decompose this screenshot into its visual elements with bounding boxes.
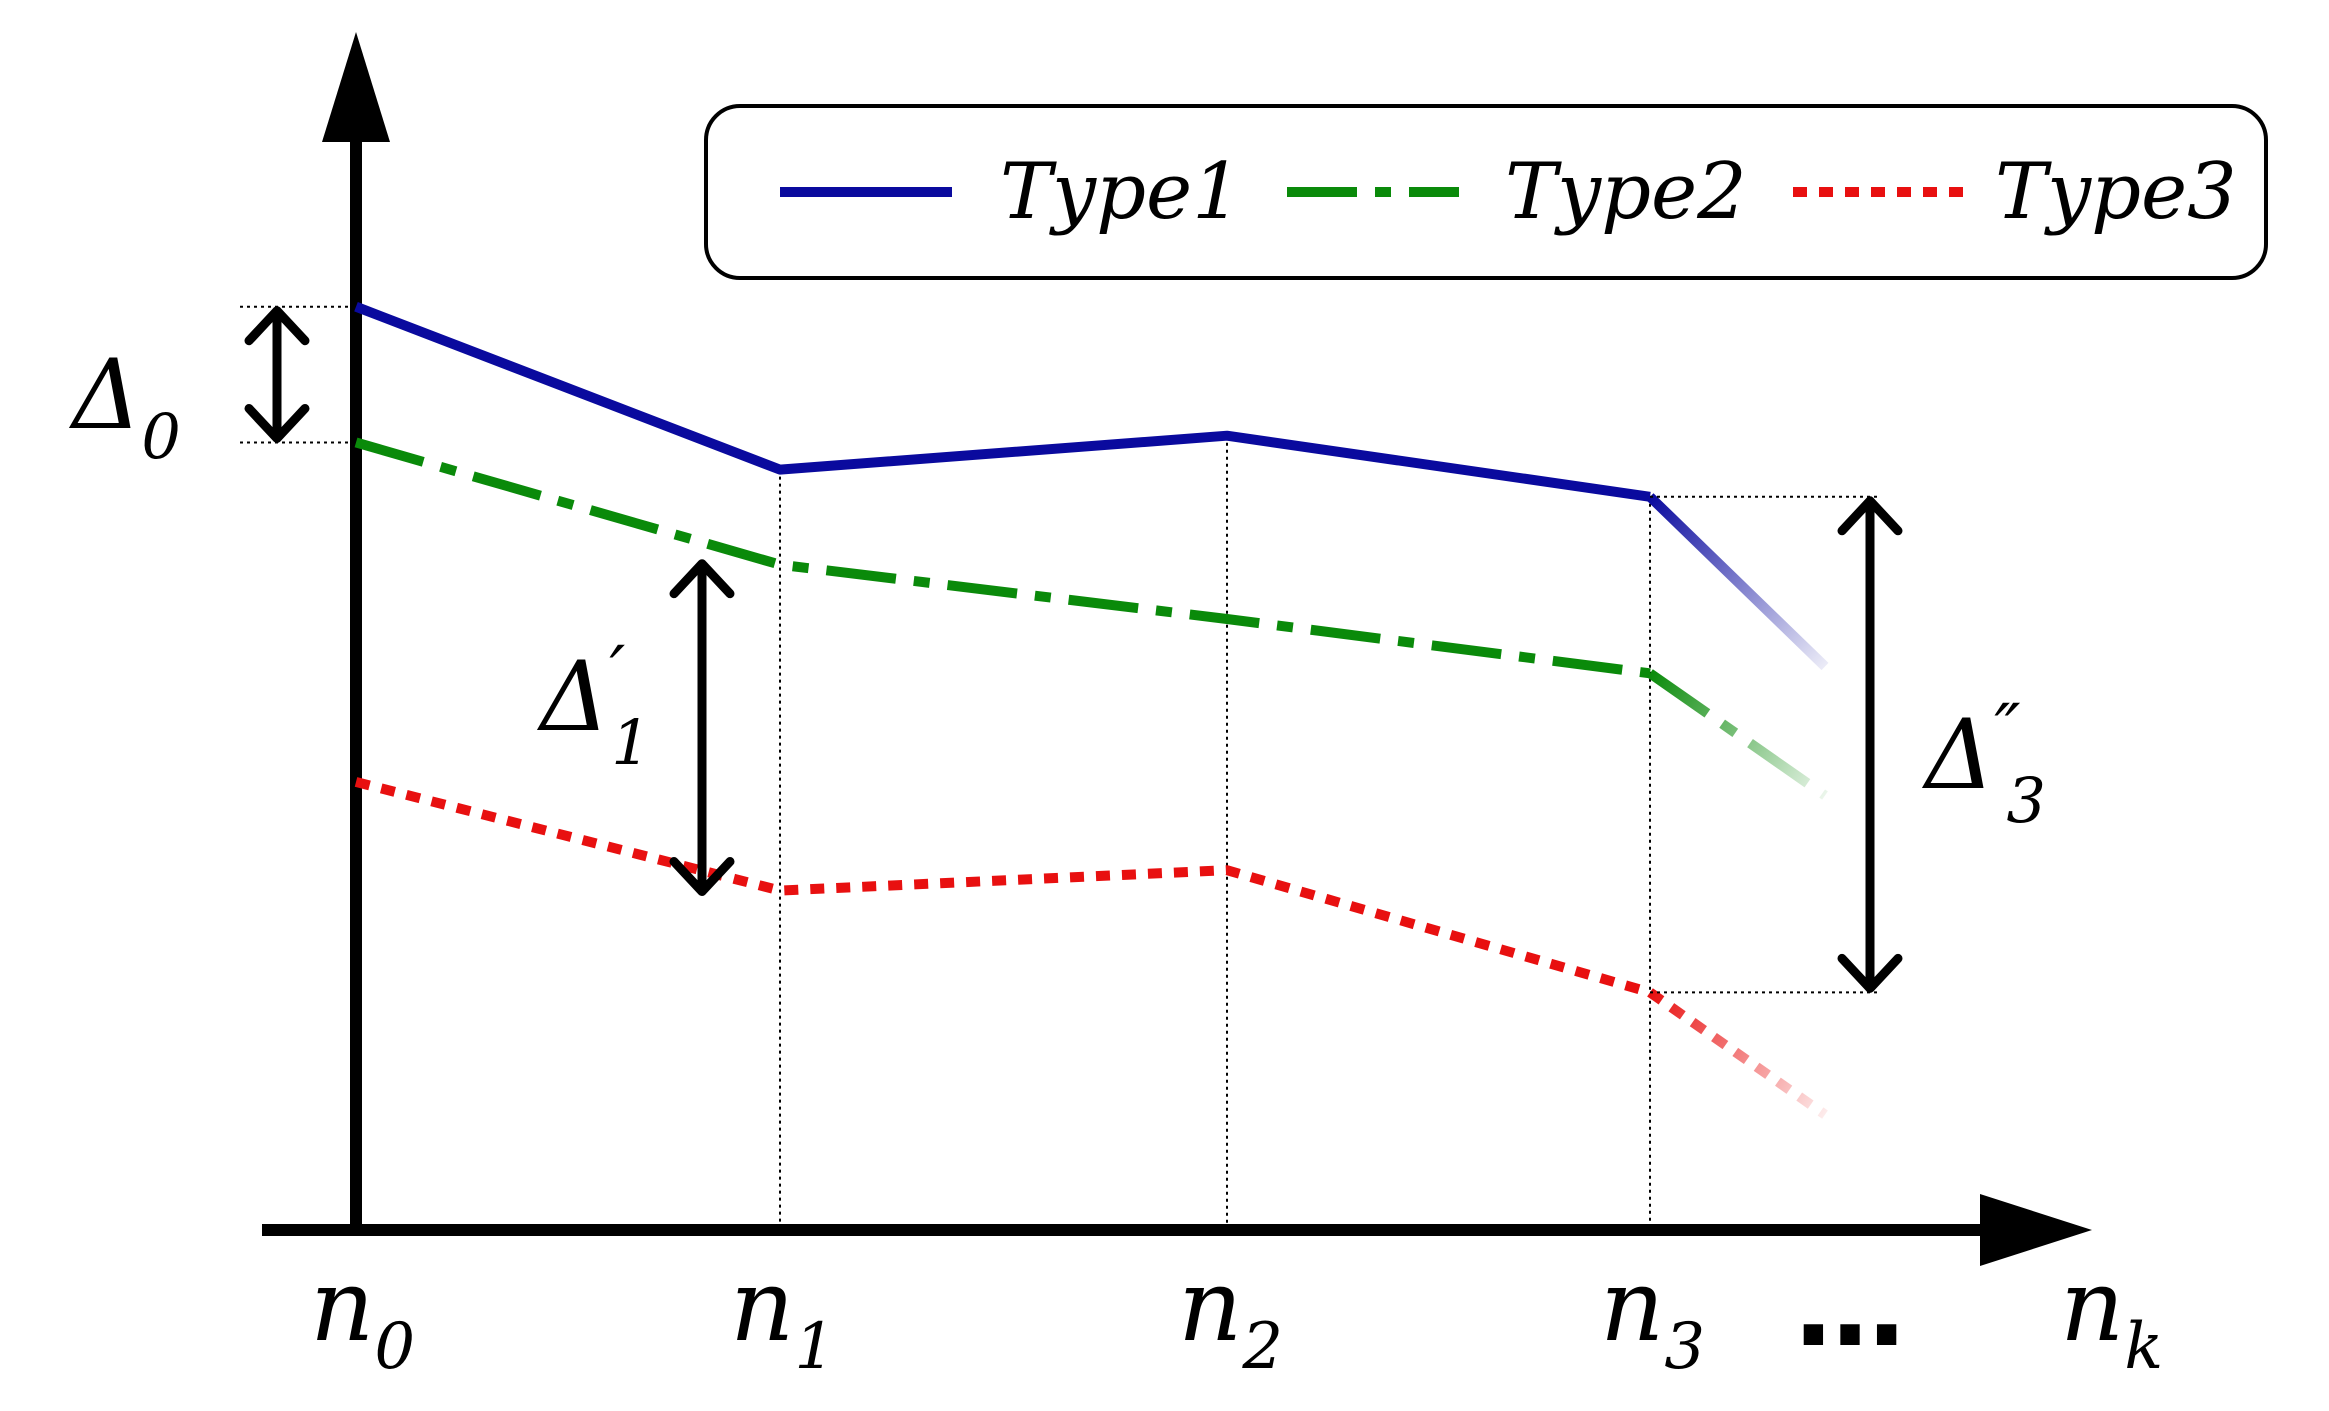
legend-label-type2: Type2 <box>1505 147 1747 237</box>
delta0-label: Δ0 <box>68 339 181 473</box>
delta-annotations: Δ0 Δ′ 1 Δ″ 3 <box>68 305 2046 994</box>
delta0-arrow-head-top <box>244 306 310 346</box>
delta3-label: Δ″ 3 <box>1921 689 2046 837</box>
x-tick-labels: n0 n1 n2 n3 nk … <box>310 1243 2163 1384</box>
series-tail-type2 <box>1647 669 1828 800</box>
x-axis-arrow <box>1980 1194 2092 1266</box>
legend: Type1 Type2 Type3 <box>704 104 2268 280</box>
series-tail-type3 <box>1647 988 1828 1119</box>
delta1-arrow-head-bottom <box>669 857 735 897</box>
legend-label-type3: Type3 <box>1995 147 2237 237</box>
delta3-arrow-head-bottom <box>1837 953 1903 993</box>
x-tick-nk: nk <box>2060 1247 2163 1384</box>
x-tick-ellipsis: … <box>1795 1243 1905 1371</box>
guide-lines <box>779 435 1651 1228</box>
series-lines <box>354 302 1829 1119</box>
delta1-label: Δ′ 1 <box>536 631 651 779</box>
series-tail-type1 <box>1646 493 1829 671</box>
x-tick-n3: n3 <box>1600 1247 1705 1384</box>
series-line-type2 <box>354 437 1651 679</box>
series-line-type1 <box>354 302 1651 502</box>
series-line-type3 <box>354 777 1652 998</box>
delta0-arrow-head-bottom <box>244 403 310 443</box>
x-tick-n1: n1 <box>730 1247 835 1384</box>
x-tick-n2: n2 <box>1178 1247 1283 1384</box>
legend-label-type1: Type1 <box>1000 147 1242 237</box>
legend-box <box>704 104 2268 280</box>
y-axis-arrow <box>322 32 390 142</box>
axes <box>262 32 2092 1266</box>
delta3-arrow-head-top <box>1837 496 1903 536</box>
delta1-arrow-head-top <box>669 559 735 599</box>
x-tick-n0: n0 <box>310 1247 415 1384</box>
